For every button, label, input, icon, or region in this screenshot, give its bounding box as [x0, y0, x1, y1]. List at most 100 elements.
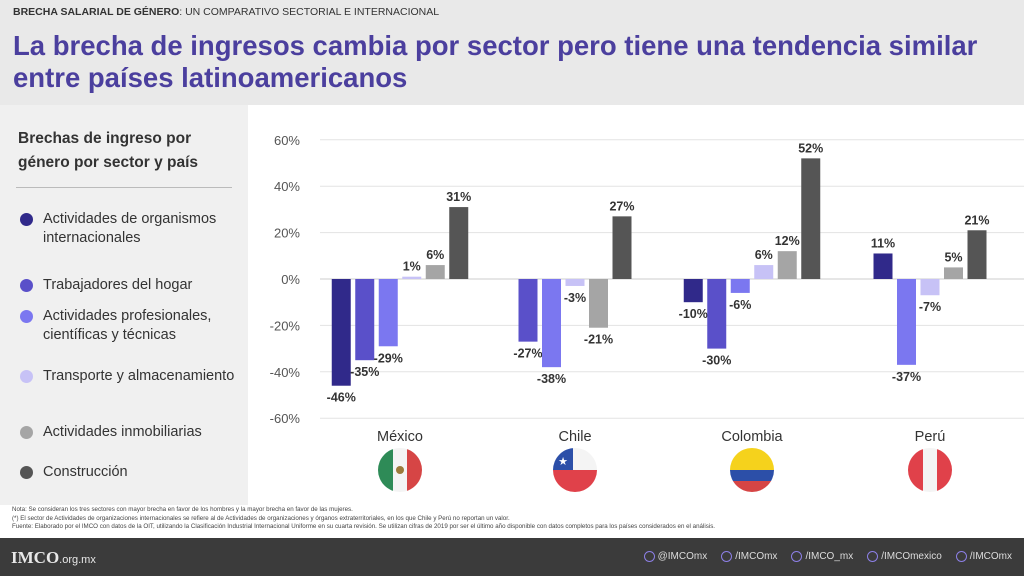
- bar: [801, 158, 821, 279]
- social-label: /IMCO_mx: [805, 551, 854, 562]
- bar: [897, 279, 916, 365]
- youtube-icon: [867, 551, 879, 562]
- y-tick-label: -20%: [270, 318, 301, 333]
- y-tick-label: 20%: [274, 226, 300, 241]
- legend-item: Actividades profesionales, científicas y…: [20, 307, 240, 345]
- kicker-bold: BRECHA SALARIAL DE GÉNERO: [13, 6, 180, 18]
- data-label: -27%: [513, 347, 542, 361]
- y-tick-label: 0%: [281, 272, 300, 287]
- bar: [707, 279, 727, 349]
- bar: [331, 279, 351, 386]
- y-tick-label: -60%: [270, 411, 301, 426]
- divider: [16, 187, 232, 188]
- legend-label: Transporte y almacenamiento: [43, 368, 235, 384]
- footer: IMCO.org.mx @IMCOmx /IMCOmx /IMCO_mx /IM…: [0, 538, 1024, 576]
- note-line: (*) El sector de Actividades de organiza…: [12, 514, 510, 522]
- social-linkedin[interactable]: /IMCOmx: [955, 551, 1012, 562]
- data-label: -6%: [729, 298, 751, 312]
- data-label: 6%: [755, 248, 773, 262]
- x-tick-label: Colombia: [721, 429, 783, 445]
- bar: [518, 279, 538, 342]
- linkedin-icon: [955, 551, 967, 562]
- data-label: 1%: [403, 260, 421, 274]
- social-twitter[interactable]: @IMCOmx: [643, 551, 708, 562]
- data-label: -38%: [537, 372, 566, 386]
- data-label: 5%: [944, 250, 962, 264]
- data-label: -10%: [679, 307, 708, 321]
- note-line: Nota: Se consideran los tres sectores co…: [12, 506, 353, 513]
- social-label: /IMCOmexico: [881, 551, 942, 562]
- imco-logo[interactable]: IMCO.org.mx: [11, 548, 96, 568]
- social-label: @IMCOmx: [657, 551, 708, 562]
- chile-flag-icon: ★: [553, 448, 597, 492]
- legend-swatch: [20, 426, 33, 439]
- legend-item: Actividades de organismos internacionale…: [20, 210, 240, 248]
- social-label: /IMCOmx: [969, 551, 1012, 562]
- legend-item: Trabajadores del hogar: [20, 276, 240, 295]
- bar-chart: 60% 40% 20% 0% -20% -40% -60% -46% -35%-29% 1% 6% 3…: [270, 133, 1024, 492]
- y-tick-label: 60%: [274, 133, 300, 148]
- kicker: BRECHA SALARIAL DE GÉNERO: UN COMPARATIV…: [13, 6, 439, 18]
- bar: [730, 279, 750, 293]
- data-label: -21%: [584, 333, 613, 347]
- legend-item: Actividades inmobiliarias: [20, 423, 240, 442]
- data-label: 11%: [871, 236, 895, 250]
- bar: [612, 216, 632, 279]
- x-tick-label: México: [377, 429, 423, 445]
- data-label: -30%: [702, 354, 731, 368]
- data-label: 31%: [446, 190, 471, 204]
- data-label: -3%: [564, 291, 586, 305]
- data-label: 21%: [964, 213, 989, 227]
- legend-label: Trabajadores del hogar: [43, 277, 193, 293]
- data-label: -7%: [919, 300, 941, 314]
- bar: [449, 207, 469, 279]
- bar: [402, 276, 422, 279]
- logo-suffix: .org.mx: [59, 554, 96, 566]
- header: BRECHA SALARIAL DE GÉNERO: UN COMPARATIV…: [0, 0, 1024, 105]
- facebook-icon: [721, 551, 733, 562]
- social-label: /IMCOmx: [735, 551, 778, 562]
- legend-title: Brechas de ingreso por género por sector…: [18, 130, 199, 171]
- bar: [754, 265, 774, 279]
- bar: [944, 267, 963, 279]
- legend-swatch: [20, 279, 33, 292]
- data-label: 27%: [609, 199, 634, 213]
- x-tick-label: Chile: [558, 429, 591, 445]
- legend-swatch: [20, 310, 33, 323]
- data-label: 12%: [775, 234, 800, 248]
- y-tick-label: 40%: [274, 179, 300, 194]
- social-instagram[interactable]: /IMCO_mx: [791, 551, 853, 562]
- bar: [565, 279, 585, 286]
- bar: [683, 279, 703, 303]
- legend-label: Actividades inmobiliarias: [43, 424, 202, 440]
- data-label: -35%: [350, 365, 379, 379]
- data-label: -46%: [327, 391, 356, 405]
- social-youtube[interactable]: /IMCOmexico: [867, 551, 942, 562]
- data-label: 52%: [798, 141, 823, 155]
- social-links: @IMCOmx /IMCOmx /IMCO_mx /IMCOmexico /IM…: [643, 551, 1012, 562]
- data-label: -29%: [374, 351, 403, 365]
- data-label: -37%: [892, 370, 921, 384]
- x-tick-label: Perú: [915, 429, 946, 445]
- bar: [355, 279, 375, 361]
- bar: [967, 230, 987, 279]
- social-facebook[interactable]: /IMCOmx: [721, 551, 777, 562]
- kicker-rest: : UN COMPARATIVO SECTORIAL E INTERNACION…: [179, 6, 440, 18]
- legend-label: Construcción: [43, 464, 128, 480]
- svg-text:★: ★: [558, 456, 568, 468]
- legend-label: Actividades profesionales, científicas y…: [43, 308, 212, 343]
- bar: [777, 251, 797, 279]
- legend-label: Actividades de organismos internacionale…: [43, 211, 217, 246]
- legend-item: Transporte y almacenamiento: [20, 367, 240, 386]
- instagram-icon: [791, 551, 803, 562]
- colombia-flag-icon: [730, 448, 774, 492]
- legend-swatch: [20, 370, 33, 383]
- bar: [378, 279, 398, 347]
- bar: [920, 279, 940, 296]
- twitter-icon: [643, 551, 655, 562]
- peru-flag-icon: [908, 448, 952, 492]
- logo-text: IMCO: [11, 548, 60, 567]
- notes: Nota: Se consideran los tres sectores co…: [12, 506, 715, 532]
- source-line: Fuente: Elaborado por el IMCO con datos …: [12, 523, 716, 530]
- bar: [425, 265, 445, 279]
